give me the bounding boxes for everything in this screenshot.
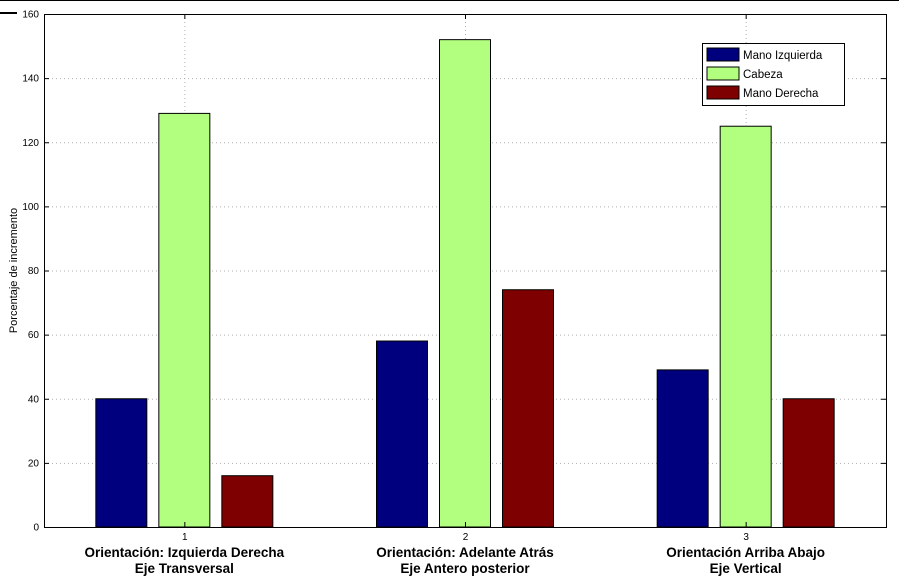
bars: [95, 39, 835, 528]
category-label: Orientación: Adelante Atrás: [376, 545, 554, 560]
y-tick-label: 160: [22, 10, 39, 21]
bar-mano-izquierda-1: [95, 398, 148, 528]
y-tick-label: 120: [22, 138, 39, 149]
category-label: Orientación Arriba Abajo: [666, 545, 825, 560]
legend-entry-label: Cabeza: [743, 69, 783, 81]
y-tick-label: 20: [28, 458, 40, 469]
legend-entry-label: Mano Derecha: [743, 88, 819, 100]
bar-cabeza-2: [439, 39, 491, 528]
category-label: Eje Vertical: [710, 561, 782, 576]
category-label: Eje Transversal: [135, 561, 234, 576]
legend-swatch: [706, 85, 740, 100]
legend-swatch: [706, 47, 740, 62]
x-tick-label: 3: [743, 532, 749, 543]
legend-entry-label: Mano Izquierda: [743, 50, 823, 62]
x-tick-label: 2: [463, 532, 469, 543]
x-axis-ticks: 1 2 3: [182, 14, 749, 543]
bar-mano-derecha-2: [502, 289, 554, 528]
y-tick-label: 40: [28, 394, 40, 405]
y-tick-label: 80: [28, 266, 40, 277]
bar-mano-izquierda-2: [376, 340, 428, 528]
x-tick-label: 1: [182, 532, 188, 543]
y-axis-ticks: 0 20 40 60 80 100 120 140 160: [22, 10, 886, 534]
bar-mano-derecha-1: [221, 475, 274, 528]
bar-mano-derecha-3: [782, 398, 835, 528]
category-label: Orientación: Izquierda Derecha: [85, 545, 285, 560]
bar-mano-izquierda-3: [656, 369, 709, 528]
y-tick-label: 140: [22, 74, 39, 85]
legend-swatch: [706, 66, 740, 81]
bar-cabeza-1: [158, 112, 211, 528]
y-tick-label: 60: [28, 330, 40, 341]
y-axis-label: Porcentaje de incremento: [8, 208, 20, 333]
y-tick-label: 100: [22, 202, 39, 213]
y-tick-label: 0: [33, 523, 39, 534]
legend: Mano Izquierda Cabeza Mano Derecha: [702, 43, 845, 106]
bar-cabeza-3: [719, 125, 772, 528]
category-label: Eje Antero posterior: [400, 561, 530, 576]
